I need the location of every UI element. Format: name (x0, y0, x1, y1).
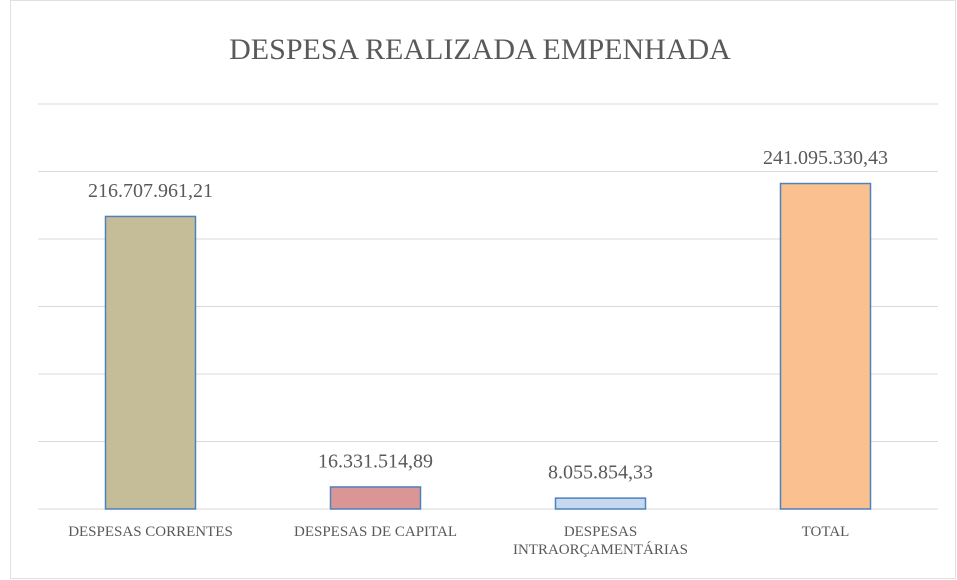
bar (554, 497, 647, 510)
bar (329, 486, 422, 510)
chart-border (10, 0, 956, 579)
data-label: 8.055.854,33 (548, 462, 653, 484)
x-tick-label: DESPESAS CORRENTES (68, 524, 233, 540)
x-tick-label: DESPESAS INTRAORÇAMENTÁRIAS (512, 524, 688, 558)
chart-title: DESPESA REALIZADA EMPENHADA (229, 33, 731, 66)
data-label: 241.095.330,43 (763, 147, 888, 169)
bar (104, 215, 197, 510)
bar (779, 182, 872, 510)
x-tick-label: TOTAL (801, 524, 850, 540)
data-label: 216.707.961,21 (88, 180, 213, 202)
data-label: 16.331.514,89 (318, 451, 433, 473)
x-tick-label: DESPESAS DE CAPITAL (294, 524, 457, 540)
